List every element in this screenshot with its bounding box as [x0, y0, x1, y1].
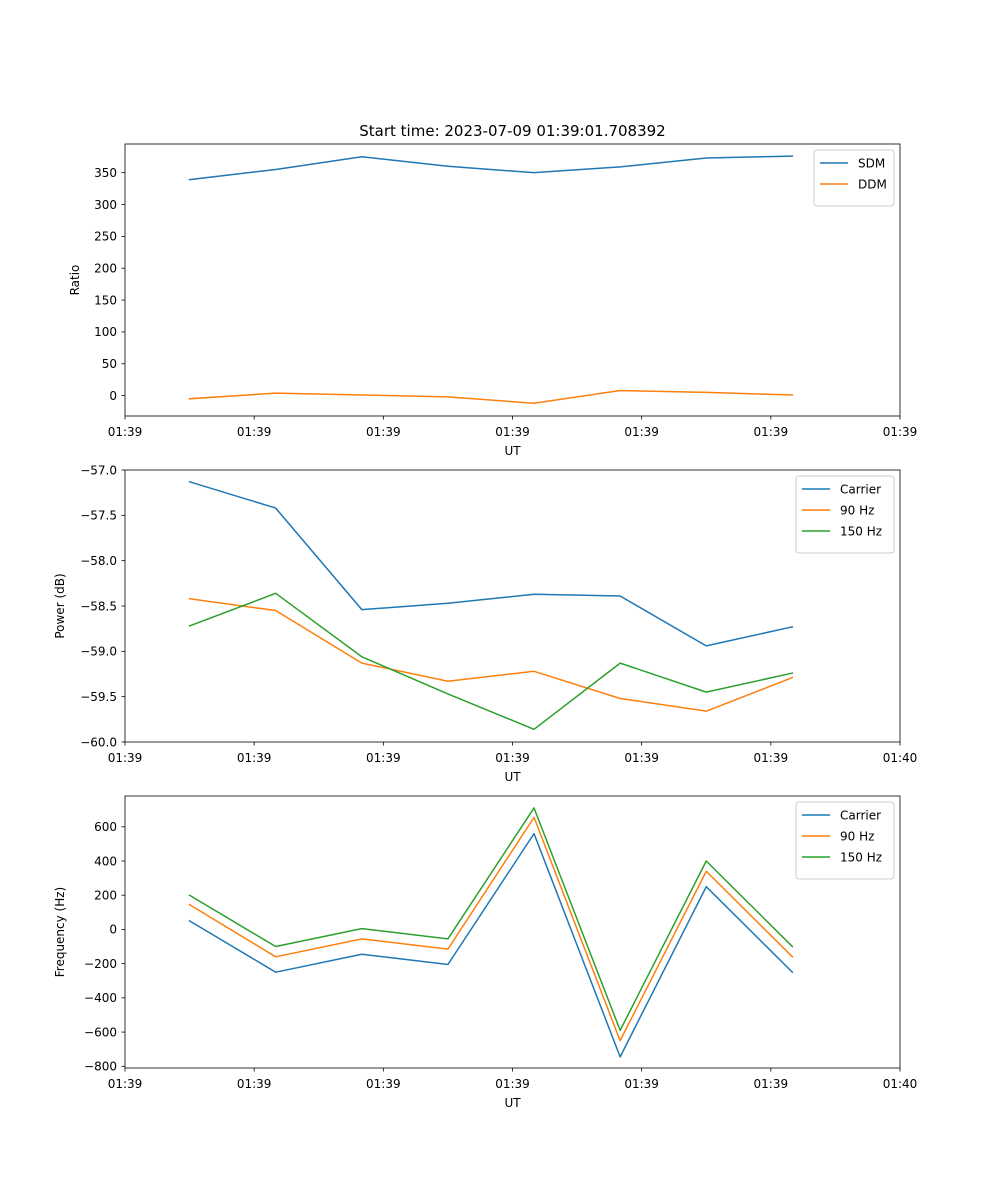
legend-label: Carrier [840, 483, 881, 497]
y-tick-label: −60.0 [80, 735, 117, 749]
x-tick-label: 01:39 [754, 425, 789, 439]
y-tick-label: −58.5 [80, 599, 117, 613]
y-tick-label: −57.5 [80, 509, 117, 523]
y-tick-label: 200 [94, 889, 117, 903]
x-tick-label: 01:39 [237, 1077, 272, 1091]
legend-box [795, 801, 895, 880]
x-axis-label: UT [504, 444, 521, 458]
series-line-3 [188, 807, 794, 1032]
x-tick-label: 01:39 [108, 1077, 143, 1091]
y-tick-label: 50 [102, 357, 117, 371]
y-tick-label: −58.0 [80, 554, 117, 568]
legend: SDM DDM [813, 149, 895, 207]
series-line-2 [188, 389, 794, 405]
x-tick-label: 01:39 [237, 751, 272, 765]
y-tick-label: 600 [94, 820, 117, 834]
legend-box [795, 475, 895, 554]
y-axis-label: Ratio [68, 265, 82, 296]
y-tick-label: 400 [94, 854, 117, 868]
legend-label: SDM [858, 157, 885, 171]
x-tick-label: 01:39 [624, 425, 659, 439]
legend-label: 150 Hz [840, 851, 882, 865]
y-tick-label: −57.0 [80, 463, 117, 477]
x-tick-label: 01:39 [754, 751, 789, 765]
series-line-3 [188, 592, 794, 731]
series-line-1 [188, 832, 794, 1058]
y-tick-label: −600 [84, 1025, 117, 1039]
x-tick-label: 01:40 [883, 1077, 918, 1091]
x-tick-label: 01:39 [237, 425, 272, 439]
x-tick-label: 01:39 [366, 1077, 401, 1091]
x-tick-label: 01:40 [883, 751, 918, 765]
legend-label: 90 Hz [840, 504, 874, 518]
x-tick-label: 01:39 [366, 425, 401, 439]
axes-frame [124, 143, 901, 417]
y-tick-label: 250 [94, 230, 117, 244]
y-tick-label: 150 [94, 293, 117, 307]
y-tick-label: 100 [94, 325, 117, 339]
legend-label: DDM [858, 178, 887, 192]
y-tick-label: −59.5 [80, 690, 117, 704]
y-tick-label: 200 [94, 262, 117, 276]
y-axis-label: Frequency (Hz) [53, 887, 67, 978]
panel-3: 01:39 01:39 01:39 01:39 01:39 01:39 01:40 600 40… [53, 795, 918, 1110]
x-tick-label: 01:39 [624, 1077, 659, 1091]
series-line-1 [188, 155, 794, 181]
x-tick-label: 01:39 [495, 1077, 530, 1091]
y-tick-label: −59.0 [80, 645, 117, 659]
y-tick-label: 0 [109, 923, 117, 937]
x-tick-label: 01:39 [495, 425, 530, 439]
legend-label: Carrier [840, 809, 881, 823]
x-tick-label: 01:39 [366, 751, 401, 765]
y-tick-label: 300 [94, 198, 117, 212]
figure-title: Start time: 2023-07-09 01:39:01.708392 [359, 122, 665, 140]
legend: Carrier 90 Hz 150 Hz [795, 801, 895, 880]
panel-1: 01:39 01:39 01:39 01:39 01:39 01:39 01:39 0 50 10… [68, 143, 918, 458]
y-tick-label: 350 [94, 166, 117, 180]
y-tick-label: 0 [109, 389, 117, 403]
x-tick-label: 01:39 [495, 751, 530, 765]
x-axis-label: UT [504, 1096, 521, 1110]
x-axis-label: UT [504, 770, 521, 784]
y-axis-label: Power (dB) [53, 573, 67, 638]
y-tick-label: −800 [84, 1060, 117, 1074]
axes-frame [124, 795, 901, 1069]
series-line-2 [188, 597, 794, 712]
y-tick-label: −400 [84, 991, 117, 1005]
x-tick-label: 01:39 [883, 425, 918, 439]
legend-label: 90 Hz [840, 830, 874, 844]
legend-box [813, 149, 895, 207]
x-tick-label: 01:39 [108, 425, 143, 439]
x-tick-label: 01:39 [108, 751, 143, 765]
x-tick-label: 01:39 [624, 751, 659, 765]
y-tick-label: −200 [84, 957, 117, 971]
panel-2: 01:39 01:39 01:39 01:39 01:39 01:39 01:40 −57.0… [53, 463, 917, 784]
series-line-2 [188, 816, 794, 1042]
x-tick-label: 01:39 [754, 1077, 789, 1091]
series-line-1 [188, 480, 794, 647]
legend-label: 150 Hz [840, 525, 882, 539]
legend: Carrier 90 Hz 150 Hz [795, 475, 895, 554]
